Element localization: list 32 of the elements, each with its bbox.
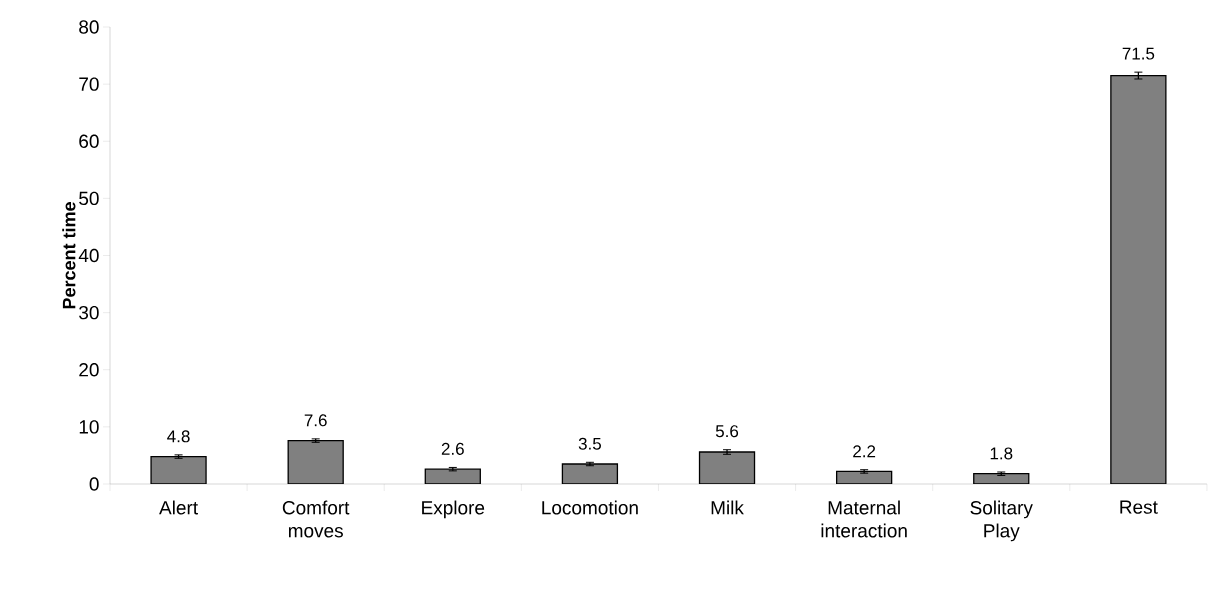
data-label: 5.6	[715, 425, 739, 438]
data-label: 2.6	[441, 442, 464, 455]
data-label: 71.5	[1122, 47, 1155, 60]
bar	[287, 439, 344, 484]
y-axis-title: Percent time	[62, 202, 76, 309]
x-tick-label: Solitary Play	[970, 500, 1033, 542]
bar	[150, 455, 207, 484]
x-tick-label: Milk	[711, 500, 744, 515]
y-tick-label: 70	[79, 77, 99, 91]
x-tick-label: Rest	[1120, 500, 1158, 514]
x-tick-label: Comfort moves	[282, 500, 350, 538]
x-tick-label: Explore	[422, 500, 485, 519]
y-tick-label: 20	[79, 363, 99, 377]
x-tick-label: Locomotion	[542, 500, 638, 515]
data-label: 3.5	[578, 437, 602, 450]
y-tick-label: 0	[89, 477, 99, 491]
y-tick-label: 30	[79, 305, 99, 320]
y-tick-label: 50	[79, 191, 99, 206]
y-tick-label: 40	[78, 248, 99, 263]
y-tick-label: 80	[79, 20, 99, 34]
data-label: 7.6	[304, 414, 327, 427]
y-tick-label: 60	[79, 134, 99, 148]
data-label: 2.2	[853, 445, 876, 458]
bar	[424, 468, 481, 484]
x-tick-label: Maternal interaction	[821, 500, 907, 538]
bar	[1110, 74, 1167, 484]
y-tick-label: 10	[79, 420, 99, 434]
x-tick-label: Alert	[159, 500, 198, 515]
data-label: 1.8	[990, 447, 1013, 460]
bar	[698, 451, 756, 484]
bar	[561, 463, 619, 484]
data-label: 4.8	[167, 430, 190, 443]
